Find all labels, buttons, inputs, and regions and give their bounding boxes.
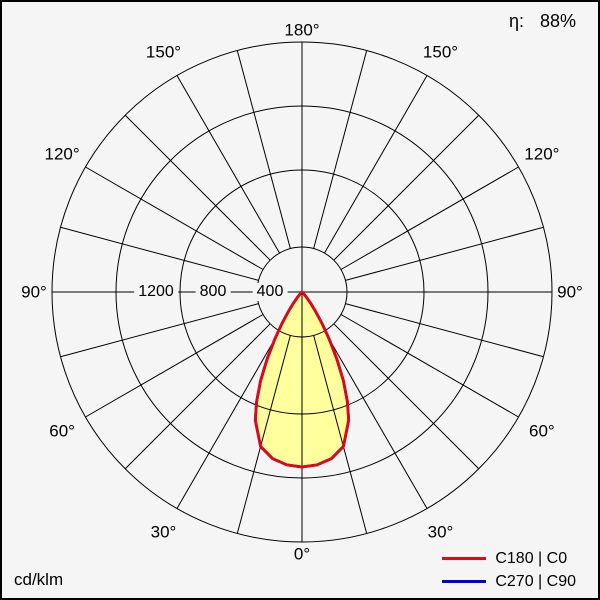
grid-spoke <box>313 335 368 534</box>
grid-spoke <box>176 330 280 509</box>
grid-spoke <box>124 323 271 470</box>
grid-spoke <box>176 75 280 254</box>
angle-label-30-left: 30° <box>150 522 177 542</box>
angle-label-90-right: 90° <box>557 282 583 302</box>
angle-label-150-right: 150° <box>422 42 459 62</box>
efficiency-label: η: <box>508 11 524 31</box>
grid-spoke <box>236 335 291 534</box>
legend-line-red-icon <box>442 556 487 560</box>
legend-label-c90: C270 | C90 <box>495 572 576 590</box>
radial-scale-label-800: 800 <box>195 283 231 301</box>
angle-label-60-left: 60° <box>49 421 75 440</box>
legend: C180 | C0 C270 | C90 <box>442 549 576 591</box>
legend-label-c0: C180 | C0 <box>495 549 568 567</box>
radial-scale-label-400: 400 <box>252 283 288 301</box>
legend-line-blue-icon <box>442 579 487 583</box>
grid-spoke <box>85 314 264 418</box>
angle-label-60-right: 60° <box>529 421 555 440</box>
angle-label-150-left: 150° <box>145 42 182 62</box>
angle-label-90-left: 90° <box>21 282 47 302</box>
efficiency-readout: η: 88% <box>509 11 576 32</box>
grid-spoke <box>340 166 519 270</box>
radial-scale-label-1200: 1200 <box>134 283 178 301</box>
grid-spoke <box>313 50 368 249</box>
grid-spoke <box>345 303 544 358</box>
grid-spoke <box>60 226 259 281</box>
grid-spoke <box>324 330 428 509</box>
angle-label-0: 0° <box>293 544 311 564</box>
angle-label-30-right: 30° <box>427 522 454 542</box>
legend-item-c90: C270 | C90 <box>442 572 576 591</box>
angle-label-120-left: 120° <box>44 144 80 163</box>
unit-label: cd/klm <box>14 570 64 589</box>
grid-spoke <box>345 226 544 281</box>
grid-spoke <box>333 323 480 470</box>
angle-label-180: 180° <box>284 20 320 40</box>
grid-spoke <box>60 303 259 358</box>
grid-spoke <box>340 314 519 418</box>
grid-spoke <box>324 75 428 254</box>
efficiency-value: 88% <box>539 11 576 31</box>
angle-label-120-right: 120° <box>524 144 560 163</box>
grid-spoke <box>236 50 291 249</box>
grid-spoke <box>333 114 480 261</box>
curve-c180-c0 <box>253 290 351 469</box>
grid-spoke <box>124 114 271 261</box>
legend-item-c0: C180 | C0 <box>442 549 567 568</box>
grid-spoke <box>85 166 264 270</box>
